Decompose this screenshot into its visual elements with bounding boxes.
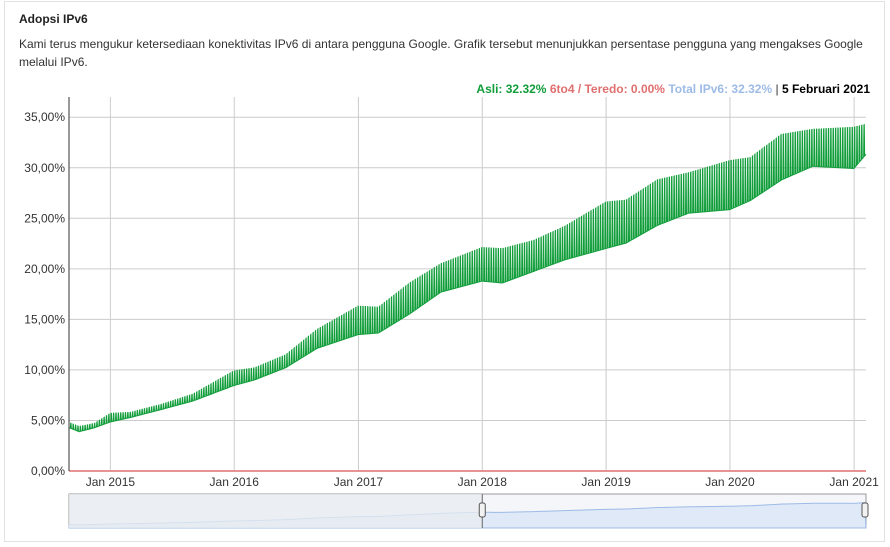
y-tick-label: 0,00% (31, 464, 65, 478)
legend-native: Asli: 32.32% (476, 82, 547, 96)
chart-legend: Asli: 32.32% 6to4 / Teredo: 0.00% Total … (476, 82, 870, 96)
native-series-line (68, 124, 867, 433)
ipv6-adoption-panel: Adopsi IPv6 Kami terus mengukur ketersed… (4, 1, 885, 542)
range-selector-handle[interactable] (478, 502, 486, 518)
y-tick-label: 30,00% (24, 161, 65, 175)
range-selector-unselected (69, 494, 483, 528)
y-tick-label: 10,00% (24, 363, 65, 377)
y-tick-label: 35,00% (24, 110, 65, 124)
y-tick-label: 5,00% (31, 413, 65, 427)
x-tick-label: Jan 2020 (705, 475, 755, 489)
legend-total-ipv6: Total IPv6: 32.32% (668, 82, 773, 96)
y-tick-label: 25,00% (24, 211, 65, 225)
native-series-layer (68, 124, 867, 433)
y-tick-label: 15,00% (24, 312, 65, 326)
range-selector[interactable] (68, 493, 869, 529)
x-tick-label: Jan 2015 (86, 475, 136, 489)
legend-6to4-teredo: 6to4 / Teredo: 0.00% (549, 82, 665, 96)
y-tick-label: 20,00% (24, 262, 65, 276)
legend-date: 5 Februari 2021 (781, 82, 870, 96)
x-tick-label: Jan 2019 (581, 475, 631, 489)
x-tick-label: Jan 2016 (210, 475, 260, 489)
panel-title: Adopsi IPv6 (19, 12, 88, 26)
panel-description: Kami terus mengukur ketersediaan konekti… (19, 37, 863, 69)
axis-layer: 0,00% 5,00% 10,00% 15,00% 20,00% 25,00% 30,00%… (24, 97, 879, 489)
x-tick-label: Jan 2021 (829, 475, 879, 489)
x-tick-label: Jan 2017 (334, 475, 384, 489)
legend-separator: | (772, 82, 782, 96)
range-selector-handle[interactable] (861, 502, 869, 518)
x-tick-label: Jan 2018 (458, 475, 508, 489)
